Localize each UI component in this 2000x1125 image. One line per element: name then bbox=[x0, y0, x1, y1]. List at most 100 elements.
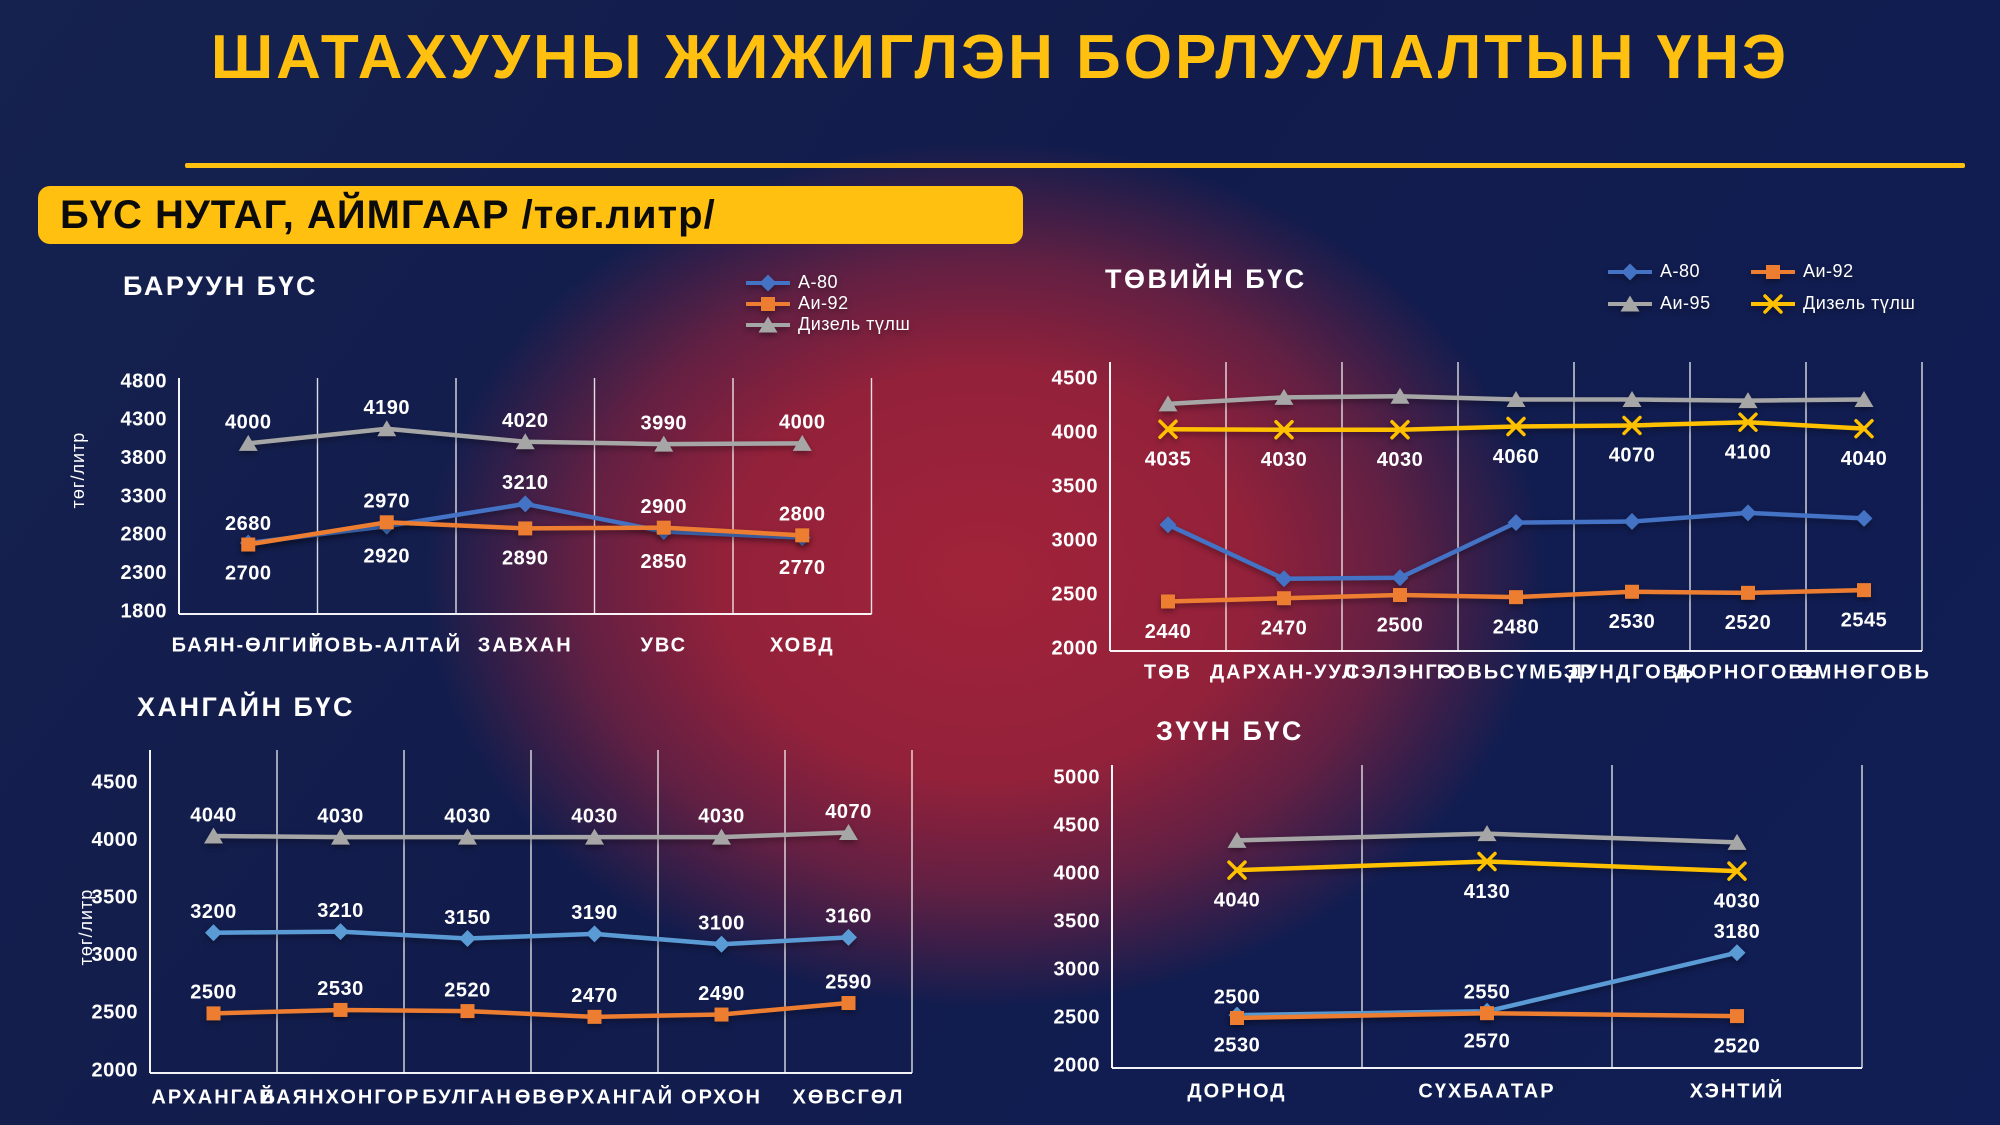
square-marker bbox=[241, 537, 256, 552]
series-Аи-92 bbox=[1161, 583, 1871, 609]
chart-zuun: ЗҮҮН БҮС 5000 4500 4000 3500 3000 2500 2000 ДОРН… bbox=[1054, 716, 1863, 1102]
diamond-marker bbox=[1623, 513, 1641, 531]
square-marker bbox=[587, 1009, 602, 1024]
data-point-label: 2970 bbox=[364, 491, 411, 513]
data-point-label: 2570 bbox=[1464, 1031, 1511, 1053]
triangle-marker bbox=[1390, 387, 1410, 404]
series-line bbox=[211, 929, 851, 947]
data-point-label: 3160 bbox=[825, 906, 872, 928]
page-title: ШАТАХУУНЫ ЖИЖИГЛЭН БОРЛУУЛАЛТЫН ҮНЭ bbox=[210, 23, 1790, 92]
square-marker bbox=[518, 521, 533, 536]
data-point-label: 4030 bbox=[444, 805, 491, 827]
square-marker bbox=[206, 1006, 221, 1021]
legend-swatch-marker bbox=[761, 297, 775, 311]
tick-label: 4000 bbox=[92, 829, 139, 851]
diamond-marker bbox=[713, 935, 730, 953]
diamond-marker bbox=[1507, 514, 1525, 532]
legend-label: Аи-92 bbox=[798, 293, 849, 313]
data-point-label: 3200 bbox=[190, 901, 237, 923]
xmark-marker bbox=[1622, 415, 1642, 436]
series-Аи-92 bbox=[206, 996, 856, 1024]
triangle-marker bbox=[1506, 391, 1526, 408]
data-point-label: 2500 bbox=[1214, 986, 1261, 1008]
tick-label: 2000 bbox=[1054, 1054, 1101, 1076]
data-point-label: 2520 bbox=[1714, 1035, 1761, 1057]
series-Аи-95 bbox=[1227, 825, 1747, 850]
xmark-marker bbox=[1477, 851, 1497, 872]
tick-label: 3500 bbox=[92, 886, 139, 908]
category-label: ТӨВ bbox=[1144, 661, 1192, 683]
tick-label: 2000 bbox=[1052, 637, 1099, 659]
series-А-80 bbox=[205, 923, 857, 953]
y-axis-label: төг/литр bbox=[68, 432, 88, 509]
chart-khangain: ХАНГАЙН БҮС төг/литр 4500 4000 3500 3000 2500 2… bbox=[76, 691, 913, 1108]
tick-label: 4000 bbox=[1054, 862, 1101, 884]
square-marker bbox=[379, 515, 394, 530]
diamond-marker bbox=[1739, 504, 1757, 522]
diamond-marker bbox=[1159, 516, 1177, 534]
region-banner: БҮС НУТАГ, АЙМГААР /төг.литр/ bbox=[38, 186, 1023, 244]
triangle-marker bbox=[1227, 831, 1247, 848]
legend-item: Аи-95 bbox=[1608, 293, 1710, 313]
data-point-label: 2470 bbox=[1261, 618, 1308, 640]
tick-label: 4500 bbox=[92, 771, 139, 793]
legend-swatch-marker bbox=[1620, 295, 1640, 312]
legend-item: А-80 bbox=[1608, 261, 1700, 281]
square-marker bbox=[1741, 585, 1755, 600]
legend-item: Дизель түлш bbox=[1751, 293, 1915, 314]
triangle-marker bbox=[839, 824, 858, 841]
tick-label: 2300 bbox=[121, 562, 168, 584]
tick-label: 2500 bbox=[92, 1002, 139, 1024]
xmark-marker bbox=[1506, 416, 1526, 437]
triangle-marker bbox=[712, 828, 731, 845]
xmark-marker bbox=[1738, 412, 1758, 432]
series-Дизель түлш bbox=[1158, 412, 1874, 440]
data-point-label: 2530 bbox=[1214, 1034, 1261, 1056]
square-marker bbox=[460, 1004, 475, 1019]
data-point-label: 2500 bbox=[190, 982, 237, 1004]
category-label: ДАРХАН-УУЛ bbox=[1210, 661, 1358, 683]
series-Аи-92 bbox=[1230, 1006, 1744, 1025]
square-marker bbox=[1625, 584, 1639, 599]
series-А-80 bbox=[1159, 504, 1873, 588]
legend-label: А-80 bbox=[1660, 261, 1700, 281]
diamond-marker bbox=[1391, 569, 1409, 587]
data-point-label: 4030 bbox=[1714, 890, 1761, 912]
data-point-label: 2920 bbox=[364, 545, 411, 567]
diamond-marker bbox=[516, 495, 534, 513]
data-point-label: 2700 bbox=[225, 562, 272, 584]
triangle-marker bbox=[1158, 395, 1178, 412]
category-label: АРХАНГАЙ bbox=[151, 1084, 275, 1108]
tick-label: 3800 bbox=[121, 447, 168, 469]
square-marker bbox=[841, 996, 856, 1011]
data-point-label: 2590 bbox=[825, 971, 872, 993]
data-point-label: 2550 bbox=[1464, 981, 1511, 1003]
data-point-label: 4035 bbox=[1145, 449, 1192, 471]
category-label: ХЭНТИЙ bbox=[1690, 1078, 1784, 1102]
category-label: ДОРНОД bbox=[1187, 1080, 1286, 1102]
xmark-marker bbox=[1158, 419, 1178, 439]
data-point-label: 2530 bbox=[317, 978, 364, 1000]
data-point-label: 4100 bbox=[1725, 441, 1772, 463]
triangle-marker bbox=[204, 827, 223, 844]
legend-label: Дизель түлш bbox=[1803, 293, 1915, 313]
diamond-marker bbox=[205, 924, 222, 942]
tick-label: 4300 bbox=[121, 409, 168, 431]
legend-item: Дизель түлш bbox=[746, 314, 910, 334]
tick-label: 3000 bbox=[1052, 529, 1099, 551]
data-point-label: 4030 bbox=[571, 805, 618, 827]
tick-label: 4800 bbox=[121, 370, 168, 392]
xmark-marker bbox=[1274, 420, 1294, 440]
square-marker bbox=[333, 1002, 348, 1017]
tick-label: 2000 bbox=[92, 1059, 139, 1081]
region-banner-label: БҮС НУТАГ, АЙМГААР /төг.литр/ bbox=[60, 192, 716, 237]
tick-label: 3500 bbox=[1054, 910, 1101, 932]
legend-swatch-marker bbox=[1621, 263, 1639, 281]
tick-label: 2800 bbox=[121, 524, 168, 546]
tick-label: 4000 bbox=[1052, 421, 1099, 443]
triangle-marker bbox=[1727, 833, 1747, 850]
diamond-marker bbox=[1728, 944, 1746, 962]
data-point-label: 2530 bbox=[1609, 611, 1656, 633]
square-marker bbox=[1857, 583, 1871, 598]
